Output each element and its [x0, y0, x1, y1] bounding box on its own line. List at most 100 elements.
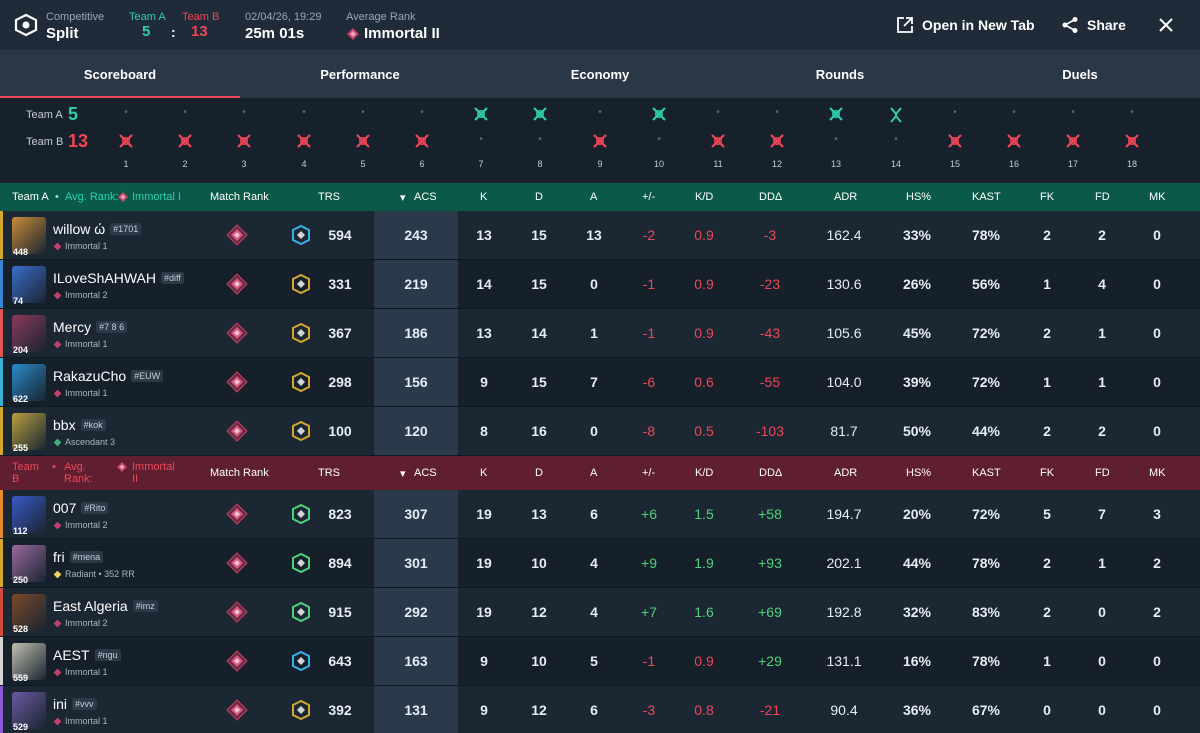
col-mk[interactable]: MK	[1149, 467, 1166, 479]
player-name-group[interactable]: fri #mena	[53, 549, 104, 565]
share-button[interactable]: Share	[1061, 0, 1126, 50]
col-fk[interactable]: FK	[1040, 191, 1055, 203]
col-trs[interactable]: TRS	[318, 467, 340, 479]
round-5-team-b[interactable]	[353, 133, 373, 152]
round-9-team-a[interactable]: •	[590, 106, 610, 118]
round-2-team-b[interactable]	[175, 133, 195, 152]
player-row[interactable]: 255 bbx #kok Ascendant 3 100 120 8 16	[0, 407, 1200, 456]
col-k[interactable]: K	[480, 467, 488, 479]
round-1-team-b[interactable]	[116, 133, 136, 152]
col-mk[interactable]: MK	[1149, 191, 1166, 203]
player-row[interactable]: 559 AEST #ngu Immortal 1 643 163 9 10	[0, 637, 1200, 686]
col-fd[interactable]: FD	[1095, 191, 1110, 203]
round-3-team-b[interactable]	[234, 133, 254, 152]
tab-economy[interactable]: Economy	[570, 66, 630, 82]
col-hs[interactable]: HS%	[906, 191, 932, 203]
tab-scoreboard[interactable]: Scoreboard	[0, 50, 240, 98]
tab-rounds[interactable]: Rounds	[815, 66, 865, 82]
round-13-team-a[interactable]	[826, 106, 846, 125]
col-k[interactable]: K	[480, 191, 488, 203]
col-d[interactable]: D	[535, 467, 543, 479]
player-name-group[interactable]: bbx #kok	[53, 417, 106, 433]
round-12-team-b[interactable]	[767, 133, 787, 152]
round-16-team-b[interactable]	[1004, 133, 1024, 152]
round-15-team-a[interactable]: •	[945, 106, 965, 118]
col-dd[interactable]: DDΔ	[759, 467, 783, 479]
player-row[interactable]: 448 willow ώ #1701 Immortal 1 594 243 13…	[0, 211, 1200, 260]
col-kast[interactable]: KAST	[972, 467, 1001, 479]
col-kd[interactable]: K/D	[695, 191, 714, 203]
col-acs[interactable]: ACS	[414, 467, 437, 479]
player-row[interactable]: 112 007 #Rito Immortal 2 823 307 19 13	[0, 490, 1200, 539]
round-17-team-a[interactable]: •	[1063, 106, 1083, 118]
col-kast[interactable]: KAST	[972, 191, 1001, 203]
agent-avatar[interactable]	[12, 545, 46, 582]
round-14-team-a[interactable]	[886, 106, 906, 127]
round-1-team-a[interactable]: •	[116, 106, 136, 118]
player-name-group[interactable]: ILoveShAHWAH #diff	[53, 270, 184, 286]
round-16-team-a[interactable]: •	[1004, 106, 1024, 118]
player-name-group[interactable]: RakazuCho #EUW	[53, 368, 164, 384]
agent-avatar[interactable]	[12, 643, 46, 680]
player-name-group[interactable]: ini #vvv	[53, 696, 97, 712]
round-14-team-b[interactable]: •	[886, 133, 906, 145]
player-name-group[interactable]: AEST #ngu	[53, 647, 121, 663]
round-7-team-b[interactable]: •	[471, 133, 491, 145]
open-new-tab-button[interactable]: Open in New Tab	[896, 0, 1035, 50]
round-2-team-a[interactable]: •	[175, 106, 195, 118]
col-match-rank[interactable]: Match Rank	[210, 191, 269, 203]
round-18-team-a[interactable]: •	[1122, 106, 1142, 118]
round-11-team-b[interactable]	[708, 133, 728, 152]
player-name-group[interactable]: Mercy #7 8 6	[53, 319, 128, 335]
round-13-team-b[interactable]: •	[826, 133, 846, 145]
round-10-team-a[interactable]	[649, 106, 669, 125]
tab-performance[interactable]: Performance	[320, 66, 400, 82]
col-a[interactable]: A	[590, 467, 598, 479]
agent-avatar[interactable]	[12, 266, 46, 303]
player-row[interactable]: 529 ini #vvv Immortal 1 392 131 9 12	[0, 686, 1200, 733]
agent-avatar[interactable]	[12, 364, 46, 401]
round-10-team-b[interactable]: •	[649, 133, 669, 145]
col-plus-minus[interactable]: +/-	[642, 467, 656, 479]
col-adr[interactable]: ADR	[834, 467, 858, 479]
round-9-team-b[interactable]	[590, 133, 610, 152]
round-4-team-b[interactable]	[294, 133, 314, 152]
col-acs[interactable]: ACS	[414, 191, 437, 203]
round-4-team-a[interactable]: •	[294, 106, 314, 118]
agent-avatar[interactable]	[12, 692, 46, 729]
col-plus-minus[interactable]: +/-	[642, 191, 656, 203]
player-row[interactable]: 250 fri #mena Radiant • 352 RR 894 301 1…	[0, 539, 1200, 588]
col-dd[interactable]: DDΔ	[759, 191, 783, 203]
col-kd[interactable]: K/D	[695, 467, 714, 479]
agent-avatar[interactable]	[12, 413, 46, 450]
round-6-team-b[interactable]	[412, 133, 432, 152]
col-fk[interactable]: FK	[1040, 467, 1055, 479]
player-row[interactable]: 74 ILoveShAHWAH #diff Immortal 2 331 219…	[0, 260, 1200, 309]
round-6-team-a[interactable]: •	[412, 106, 432, 118]
agent-avatar[interactable]	[12, 315, 46, 352]
player-name-group[interactable]: willow ώ #1701	[53, 221, 142, 237]
close-button[interactable]	[1158, 0, 1174, 50]
round-3-team-a[interactable]: •	[234, 106, 254, 118]
round-11-team-a[interactable]: •	[708, 106, 728, 118]
round-8-team-b[interactable]: •	[530, 133, 550, 145]
round-7-team-a[interactable]	[471, 106, 491, 125]
agent-avatar[interactable]	[12, 594, 46, 631]
col-hs[interactable]: HS%	[906, 467, 932, 479]
col-a[interactable]: A	[590, 191, 598, 203]
player-row[interactable]: 622 RakazuCho #EUW Immortal 1 298 156 9 …	[0, 358, 1200, 407]
round-12-team-a[interactable]: •	[767, 106, 787, 118]
round-17-team-b[interactable]	[1063, 133, 1083, 152]
round-15-team-b[interactable]	[945, 133, 965, 152]
player-name-group[interactable]: 007 #Rito	[53, 500, 109, 516]
player-row[interactable]: 528 East Algeria #imz Immortal 2 915 292…	[0, 588, 1200, 637]
round-18-team-b[interactable]	[1122, 133, 1142, 152]
col-adr[interactable]: ADR	[834, 191, 858, 203]
tab-duels[interactable]: Duels	[1062, 66, 1098, 82]
col-trs[interactable]: TRS	[318, 191, 340, 203]
col-fd[interactable]: FD	[1095, 467, 1110, 479]
col-d[interactable]: D	[535, 191, 543, 203]
round-8-team-a[interactable]	[530, 106, 550, 125]
player-name-group[interactable]: East Algeria #imz	[53, 598, 158, 614]
col-match-rank[interactable]: Match Rank	[210, 467, 269, 479]
